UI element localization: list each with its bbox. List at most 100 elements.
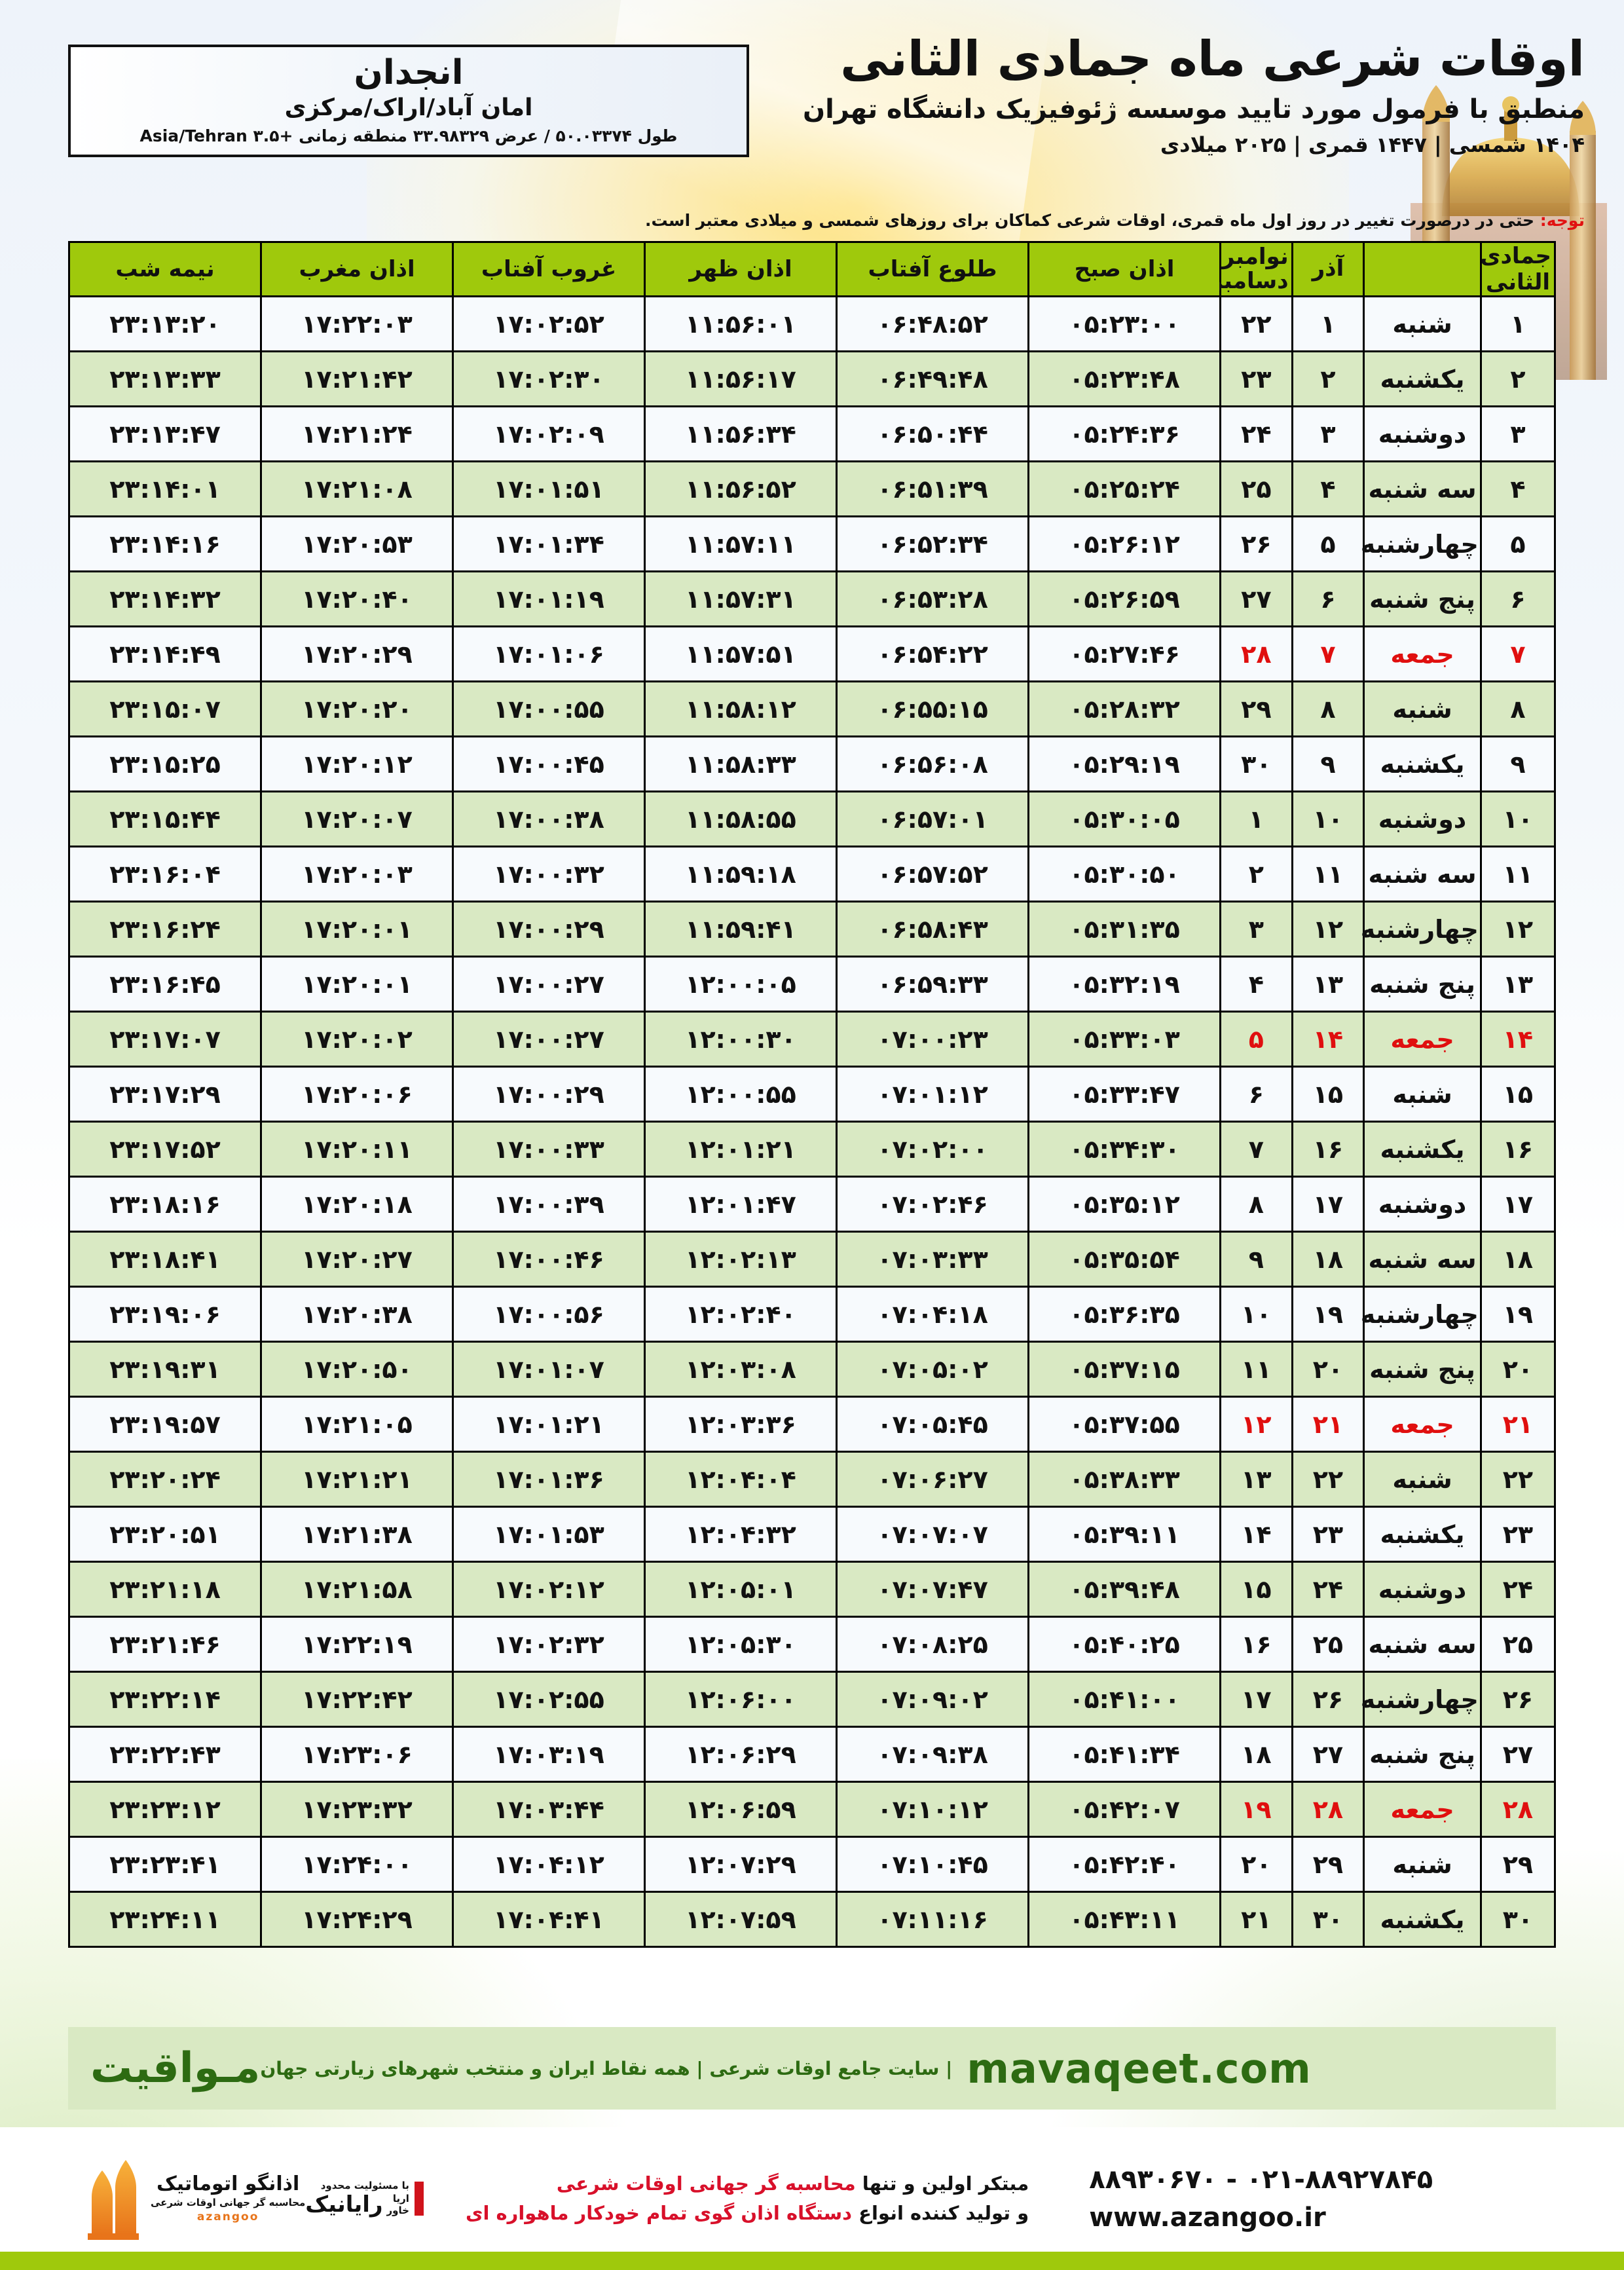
location-box: انجدان امان آباد/اراک/مرکزی طول ۵۰.۰۳۳۷۴… [68, 45, 749, 158]
cell-sunset-time: ۱۷:۰۱:۲۱ [452, 1396, 646, 1453]
col-header-gregorian-bottom: دسامبر [1209, 268, 1289, 294]
cell-gregorian-day: ۱۰ [1219, 1286, 1293, 1343]
cell-gregorian-day: ۴ [1219, 956, 1293, 1013]
cell-dhuhr-time: ۱۲:۰۶:۰۰ [644, 1671, 838, 1728]
cell-midnight-time: ۲۳:۱۵:۰۷ [67, 680, 263, 737]
table-row: ۱۴ جمعه ۱۴ ۵ ۰۵:۳۳:۰۳ ۰۷:۰۰:۲۳ ۱۲:۰۰:۳۰ ۱۷:۰۰:۲… [67, 1011, 1557, 1068]
cell-hijri-day: ۱۱ [1479, 846, 1557, 902]
cell-hijri-day: ۹ [1479, 735, 1557, 792]
cell-gregorian-day: ۳۰ [1219, 735, 1293, 792]
cell-midnight-time: ۲۳:۱۶:۲۴ [67, 901, 263, 958]
cell-maghrib-time: ۱۷:۲۰:۳۸ [260, 1286, 454, 1343]
cell-day-of-week: چهارشنبه [1361, 1286, 1482, 1343]
table-row: ۲۳ یکشنبه ۲۳ ۱۴ ۰۵:۳۹:۱۱ ۰۷:۰۷:۰۷ ۱۲:۰۴:۳۲ ۱۷:۰… [67, 1506, 1557, 1563]
cell-maghrib-time: ۱۷:۲۱:۳۸ [260, 1506, 454, 1563]
cell-hijri-day: ۷ [1479, 625, 1557, 682]
cell-hijri-day: ۲۷ [1479, 1726, 1557, 1783]
brand-website-link[interactable]: mavaqeet.com [967, 2044, 1312, 2093]
slogan-line-2: و تولید کننده انواع دستگاه اذان گوی تمام… [466, 2199, 1029, 2228]
cell-fajr-time: ۰۵:۳۹:۱۱ [1027, 1506, 1222, 1563]
table-row: ۷ جمعه ۷ ۲۸ ۰۵:۲۷:۴۶ ۰۶:۵۴:۲۲ ۱۱:۵۷:۵۱ ۱۷:۰۱:۰۶… [67, 625, 1557, 682]
cell-maghrib-time: ۱۷:۲۰:۰۱ [260, 956, 454, 1013]
cell-sunrise-time: ۰۷:۰۹:۰۲ [836, 1671, 1030, 1728]
bottom-green-bar [0, 2252, 1624, 2270]
cell-maghrib-time: ۱۷:۲۰:۱۲ [260, 735, 454, 792]
cell-fajr-time: ۰۵:۳۸:۳۳ [1027, 1451, 1222, 1508]
cell-azar-day: ۳۰ [1291, 1891, 1365, 1948]
cell-azar-day: ۱۵ [1291, 1066, 1365, 1123]
cell-gregorian-day: ۹ [1219, 1231, 1293, 1288]
cell-maghrib-time: ۱۷:۲۰:۰۲ [260, 1011, 454, 1068]
table-row: ۶ پنج شنبه ۶ ۲۷ ۰۵:۲۶:۵۹ ۰۶:۵۳:۲۸ ۱۱:۵۷:۳۱ ۱۷:۰… [67, 570, 1557, 627]
cell-maghrib-time: ۱۷:۲۳:۳۲ [260, 1781, 454, 1838]
cell-day-of-week: جمعه [1363, 1011, 1482, 1068]
cell-hijri-day: ۴ [1479, 460, 1557, 517]
cell-sunrise-time: ۰۷:۰۲:۴۶ [836, 1176, 1030, 1233]
cell-day-of-week: پنج شنبه [1363, 956, 1482, 1013]
cell-gregorian-day: ۲۵ [1219, 460, 1293, 517]
cell-day-of-week: چهارشنبه [1361, 1671, 1482, 1728]
col-header-fajr: اذان صبح [1027, 241, 1222, 297]
cell-gregorian-day: ۲۰ [1219, 1836, 1293, 1893]
cell-azar-day: ۱۱ [1291, 846, 1365, 902]
col-header-gregorian-top: نوامبر [1221, 243, 1289, 270]
cell-gregorian-day: ۲۲ [1219, 295, 1293, 352]
cell-dhuhr-time: ۱۱:۵۶:۳۴ [644, 405, 838, 462]
cell-midnight-time: ۲۳:۲۲:۱۴ [67, 1671, 263, 1728]
rayanic-name: رایانیک [305, 2191, 383, 2218]
cell-hijri-day: ۱۸ [1479, 1231, 1557, 1288]
col-header-maghrib: اذان مغرب [260, 241, 454, 297]
sponsor-slogan: مبتکر اولین و تنها محاسبه گر جهانی اوقات… [466, 2169, 1029, 2228]
poster-header: اوقات شرعی ماه جمادی الثانی منطبق با فرم… [0, 0, 1624, 230]
cell-midnight-time: ۲۳:۱۴:۰۱ [67, 460, 263, 517]
cell-gregorian-day: ۱۶ [1219, 1616, 1293, 1673]
cell-maghrib-time: ۱۷:۲۱:۲۴ [260, 405, 454, 462]
cell-dhuhr-time: ۱۲:۰۰:۰۵ [644, 956, 838, 1013]
cell-hijri-day: ۲۵ [1479, 1616, 1557, 1673]
cell-day-of-week: سه شنبه [1363, 846, 1482, 902]
cell-sunrise-time: ۰۶:۵۵:۱۵ [836, 680, 1030, 737]
cell-sunrise-time: ۰۷:۰۷:۴۷ [836, 1561, 1030, 1618]
cell-sunrise-time: ۰۶:۵۱:۳۹ [836, 460, 1030, 517]
cell-sunset-time: ۱۷:۰۲:۵۵ [452, 1671, 646, 1728]
cell-maghrib-time: ۱۷:۲۰:۰۶ [260, 1066, 454, 1123]
cell-sunrise-time: ۰۷:۰۱:۱۲ [836, 1066, 1030, 1123]
cell-midnight-time: ۲۳:۱۹:۰۶ [67, 1286, 263, 1343]
cell-fajr-time: ۰۵:۳۱:۳۵ [1027, 901, 1222, 958]
cell-maghrib-time: ۱۷:۲۰:۰۳ [260, 846, 454, 902]
cell-azar-day: ۱۹ [1291, 1286, 1365, 1343]
cell-azar-day: ۲۰ [1291, 1341, 1365, 1398]
table-row: ۲۵ سه شنبه ۲۵ ۱۶ ۰۵:۴۰:۲۵ ۰۷:۰۸:۲۵ ۱۲:۰۵:۳۰ ۱۷:… [67, 1616, 1557, 1673]
cell-fajr-time: ۰۵:۳۹:۴۸ [1027, 1561, 1222, 1618]
cell-hijri-day: ۲۹ [1479, 1836, 1557, 1893]
cell-day-of-week: یکشنبه [1363, 735, 1482, 792]
slogan-line-1-plain: مبتکر اولین و تنها [855, 2172, 1029, 2195]
cell-gregorian-day: ۱۲ [1219, 1396, 1293, 1453]
cell-maghrib-time: ۱۷:۲۰:۰۱ [260, 901, 454, 958]
table-row: ۳ دوشنبه ۳ ۲۴ ۰۵:۲۴:۳۶ ۰۶:۵۰:۴۴ ۱۱:۵۶:۳۴ ۱۷:۰۲:… [67, 405, 1557, 462]
cell-hijri-day: ۱۵ [1479, 1066, 1557, 1123]
cell-gregorian-day: ۶ [1219, 1066, 1293, 1123]
cell-midnight-time: ۲۳:۱۹:۳۱ [67, 1341, 263, 1398]
page-subtitle: منطبق با فرمول مورد تایید موسسه ژئوفیزیک… [802, 94, 1585, 124]
cell-gregorian-day: ۳ [1219, 901, 1293, 958]
cell-midnight-time: ۲۳:۲۱:۴۶ [67, 1616, 263, 1673]
cell-midnight-time: ۲۳:۱۴:۳۲ [67, 570, 263, 627]
cell-sunset-time: ۱۷:۰۰:۳۲ [452, 846, 646, 902]
cell-hijri-day: ۱۳ [1479, 956, 1557, 1013]
brand-tagline: | سایت جامع اوقات شرعی | همه نقاط ایران … [260, 2057, 953, 2079]
cell-sunset-time: ۱۷:۰۰:۲۷ [452, 1011, 646, 1068]
cell-azar-day: ۲ [1291, 350, 1365, 407]
cell-maghrib-time: ۱۷:۲۴:۰۰ [260, 1836, 454, 1893]
rayanic-red-bar [414, 2182, 424, 2216]
cell-dhuhr-time: ۱۱:۵۸:۳۳ [644, 735, 838, 792]
rayanic-logo: با مسئولیت محدود رایانیک اریا خاور [305, 2180, 424, 2218]
cell-gregorian-day: ۷ [1219, 1121, 1293, 1178]
cell-midnight-time: ۲۳:۱۳:۲۰ [67, 295, 263, 352]
cell-sunrise-time: ۰۷:۰۷:۰۷ [836, 1506, 1030, 1563]
cell-dhuhr-time: ۱۲:۰۷:۲۹ [644, 1836, 838, 1893]
contact-website[interactable]: www.azangoo.ir [1089, 2203, 1326, 2233]
cell-fajr-time: ۰۵:۳۷:۱۵ [1027, 1341, 1222, 1398]
sponsor-footer: اذانگو اتوماتیک محاسبه گر جهانی اوقات شر… [0, 2127, 1624, 2270]
